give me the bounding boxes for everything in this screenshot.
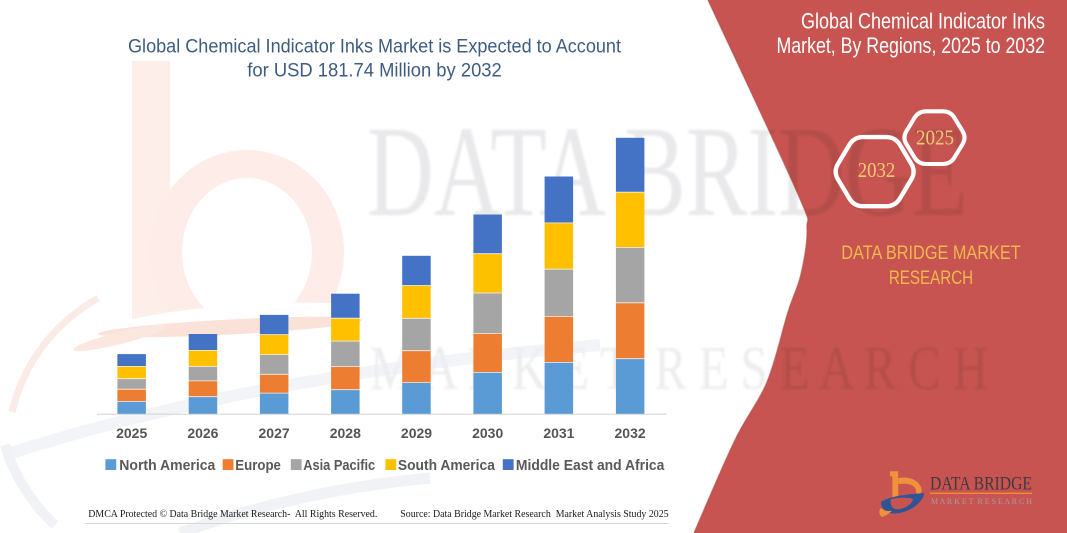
svg-text:2032: 2032 bbox=[858, 158, 896, 182]
svg-text:DATA BRIDGE: DATA BRIDGE bbox=[930, 474, 1032, 495]
svg-text:Asia Pacific: Asia Pacific bbox=[303, 457, 375, 474]
svg-text:2025: 2025 bbox=[916, 126, 954, 150]
svg-text:Market, By Regions, 2025 to 20: Market, By Regions, 2025 to 2032 bbox=[777, 33, 1046, 58]
svg-text:Global Chemical Indicator Inks: Global Chemical Indicator Inks bbox=[801, 9, 1045, 34]
svg-text:North America: North America bbox=[119, 457, 216, 474]
svg-text:2025: 2025 bbox=[116, 425, 147, 441]
svg-text:for USD 181.74 Million by 2032: for USD 181.74 Million by 2032 bbox=[247, 61, 502, 82]
svg-text:Europe: Europe bbox=[235, 457, 281, 474]
svg-text:South America: South America bbox=[398, 457, 496, 474]
svg-text:2029: 2029 bbox=[401, 425, 432, 441]
svg-text:2028: 2028 bbox=[330, 425, 361, 441]
svg-text:Global Chemical Indicator Inks: Global Chemical Indicator Inks Market is… bbox=[128, 37, 622, 58]
svg-text:M A R K E T R E S E A R C H: M A R K E T R E S E A R C H bbox=[931, 497, 1032, 506]
svg-text:DMCA Protected © Data Bridge M: DMCA Protected © Data Bridge Market Rese… bbox=[88, 508, 377, 520]
svg-text:Source: Data Bridge Market Res: Source: Data Bridge Market Research Mark… bbox=[400, 508, 669, 520]
svg-text:RESEARCH: RESEARCH bbox=[889, 267, 973, 289]
svg-text:2027: 2027 bbox=[259, 425, 290, 441]
svg-text:DATA BRIDGE MARKET: DATA BRIDGE MARKET bbox=[841, 242, 1020, 264]
svg-text:2030: 2030 bbox=[472, 425, 503, 441]
svg-text:Middle East and Africa: Middle East and Africa bbox=[516, 457, 665, 474]
svg-text:2031: 2031 bbox=[543, 425, 574, 441]
svg-text:2032: 2032 bbox=[615, 425, 646, 441]
svg-text:2026: 2026 bbox=[187, 425, 218, 441]
